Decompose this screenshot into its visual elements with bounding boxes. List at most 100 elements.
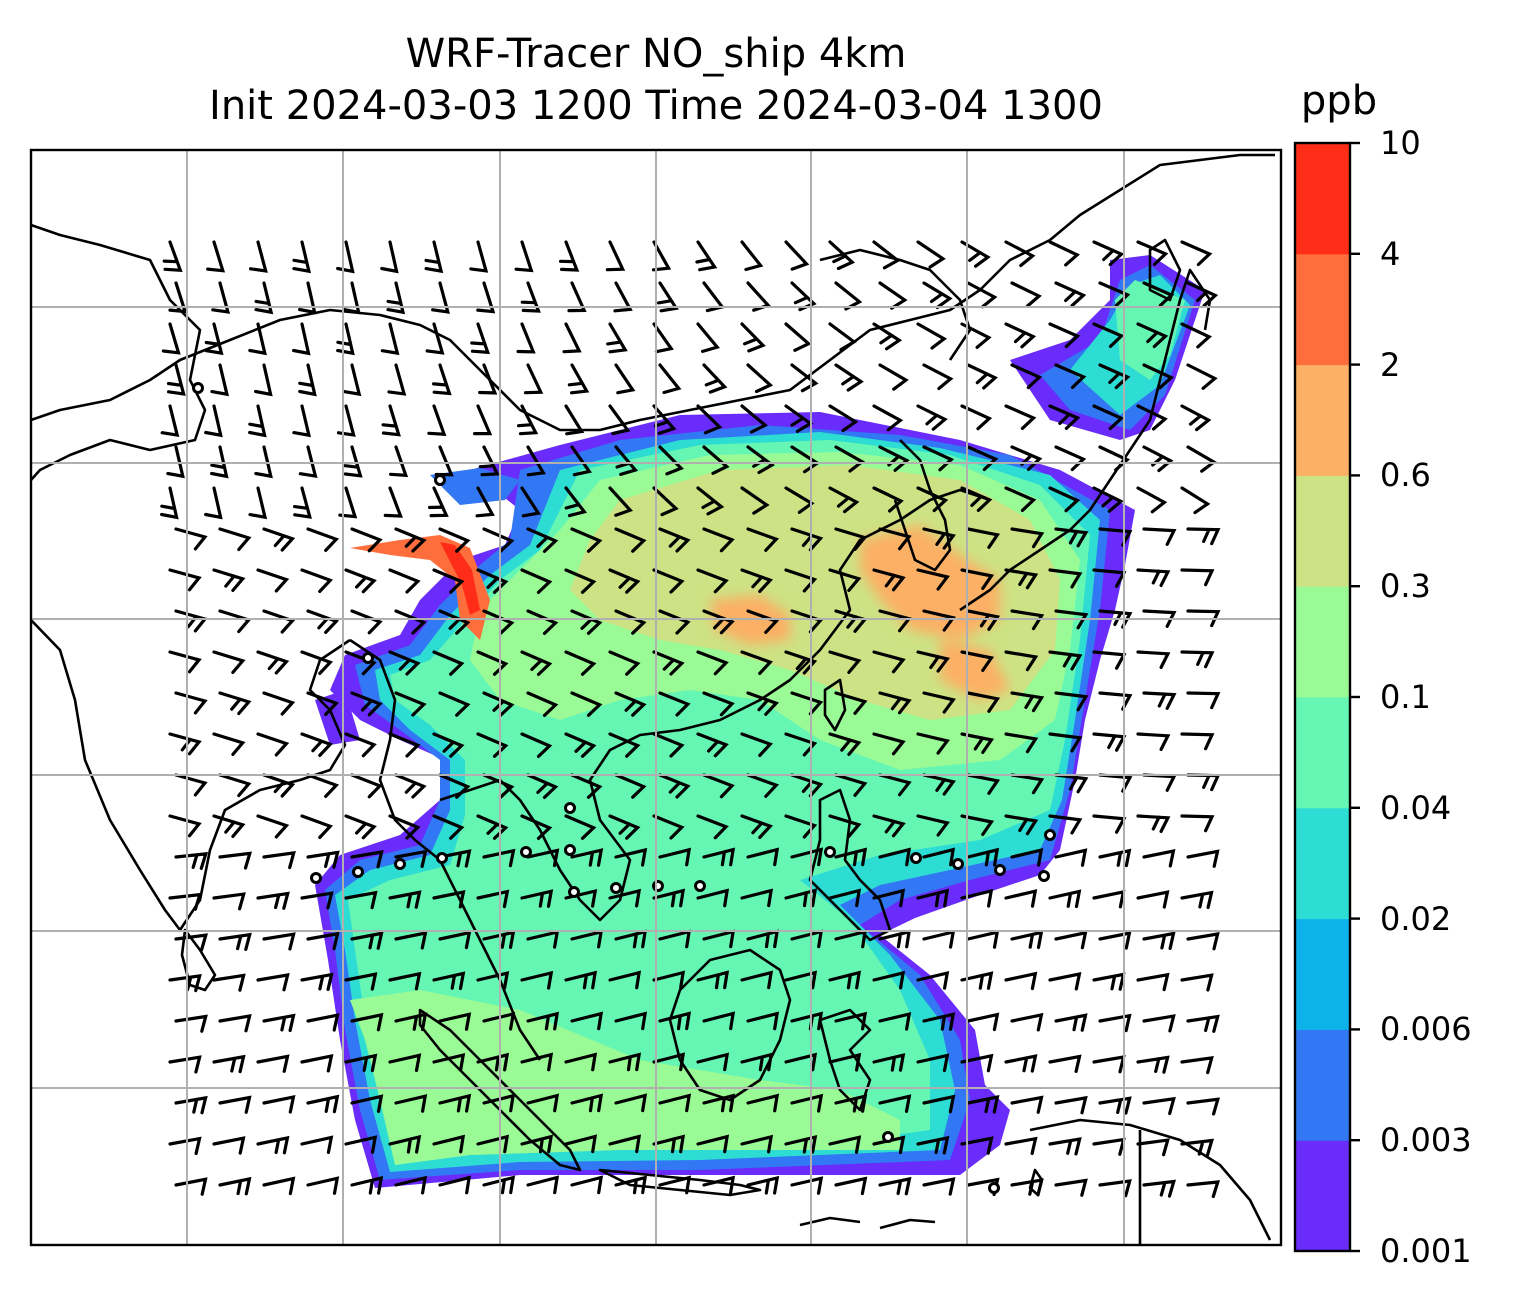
wind-barb (740, 814, 774, 839)
wind-barb (1136, 486, 1168, 514)
wind-barb (168, 1136, 202, 1156)
wind-barb (564, 568, 597, 594)
wind-barb (916, 322, 947, 350)
wind-barb (834, 1094, 868, 1113)
wind-barb (380, 322, 400, 356)
wind-barb (1004, 322, 1037, 349)
wind-barb (174, 691, 208, 715)
wind-barb (1010, 1095, 1044, 1114)
wind-barb (168, 892, 203, 911)
wind-barb (790, 1176, 824, 1195)
wind-barb (218, 932, 252, 951)
wind-barb (1010, 773, 1045, 795)
wind-barb (828, 888, 862, 908)
wind-barb (784, 1052, 818, 1072)
wind-barb (482, 1093, 516, 1113)
wind-barb (389, 445, 409, 478)
colorbar-tick-label: 0.04 (1380, 788, 1452, 827)
wind-barb (298, 363, 317, 397)
wind-barb (212, 973, 246, 992)
wind-barb (1048, 814, 1083, 835)
wind-barb (878, 1011, 912, 1031)
wind-barb (394, 1175, 428, 1195)
wind-barb (162, 240, 183, 272)
wind-barb (608, 404, 631, 436)
calm-marker (694, 880, 706, 892)
wind-barb (262, 1013, 296, 1033)
wind-barb (1092, 814, 1127, 834)
wind-barb (344, 814, 377, 840)
wind-barb (476, 568, 509, 594)
wind-barb (254, 363, 273, 397)
wind-barb (696, 970, 730, 990)
wind-barb (872, 486, 904, 513)
wind-barb (570, 1011, 604, 1031)
wind-barb (1098, 1096, 1132, 1115)
wind-barb (1054, 445, 1087, 472)
wind-barb (248, 404, 267, 438)
coast-sumatra (418, 1008, 582, 1172)
wind-barb (1004, 732, 1039, 754)
wind-barb (476, 971, 510, 990)
wind-barb (174, 1014, 208, 1033)
wind-barb (292, 404, 312, 438)
wind-barb (526, 527, 559, 553)
colorbar-band-5 (1295, 586, 1350, 698)
wind-barb (1142, 445, 1174, 473)
wind-barb (432, 889, 466, 909)
wind-barb (388, 890, 422, 909)
wind-barb (306, 1094, 340, 1114)
colorbar (1295, 143, 1350, 1252)
wind-barb (564, 1052, 598, 1072)
wind-barb (482, 527, 515, 553)
wind-barb (1054, 691, 1089, 712)
wind-barb (658, 691, 691, 717)
wind-barb (784, 732, 818, 757)
wind-barb (394, 1012, 428, 1032)
wind-barb (740, 650, 774, 675)
wind-barb (212, 568, 246, 592)
wind-barb (1054, 363, 1087, 389)
wind-barb (1098, 527, 1133, 547)
colorbar-unit-label: ppb (1300, 78, 1378, 124)
wind-barb (872, 970, 906, 990)
coast-lesser-islands (799, 1168, 1044, 1230)
wind-barb (300, 1053, 334, 1073)
wind-barb (394, 930, 428, 950)
wind-barb (922, 1177, 956, 1196)
colorbar-tick-label: 0.006 (1380, 1010, 1472, 1049)
wind-barb (526, 691, 559, 717)
wind-barb (960, 322, 992, 349)
calm-marker (310, 872, 322, 884)
wind-barb (218, 527, 252, 552)
wind-barb (828, 732, 862, 756)
wind-barb (834, 1011, 868, 1031)
wind-barb (1098, 848, 1132, 868)
wind-barb (614, 1093, 648, 1113)
wind-barb (1010, 691, 1045, 713)
wind-barb (784, 814, 818, 839)
wind-barb (438, 527, 471, 553)
wind-barb (966, 609, 1001, 631)
wind-barb (834, 847, 868, 867)
wind-barb (922, 847, 956, 867)
wind-barb (482, 1175, 516, 1195)
calm-marker (994, 864, 1006, 876)
wind-barb (740, 568, 774, 593)
wind-barb (916, 404, 948, 431)
wind-barb (828, 970, 862, 990)
wind-barb (432, 568, 465, 594)
wind-barb (350, 691, 383, 717)
wind-barb (526, 1093, 560, 1113)
wind-barb (828, 568, 862, 592)
wind-barb (613, 281, 633, 313)
wind-barb (1180, 404, 1212, 432)
wind-barb (344, 890, 378, 910)
wind-barb (434, 445, 454, 477)
wind-barb (482, 848, 516, 868)
wind-barb (256, 1054, 290, 1073)
wind-barb (922, 691, 956, 714)
wind-barb (652, 322, 674, 354)
calm-marker (394, 858, 406, 870)
